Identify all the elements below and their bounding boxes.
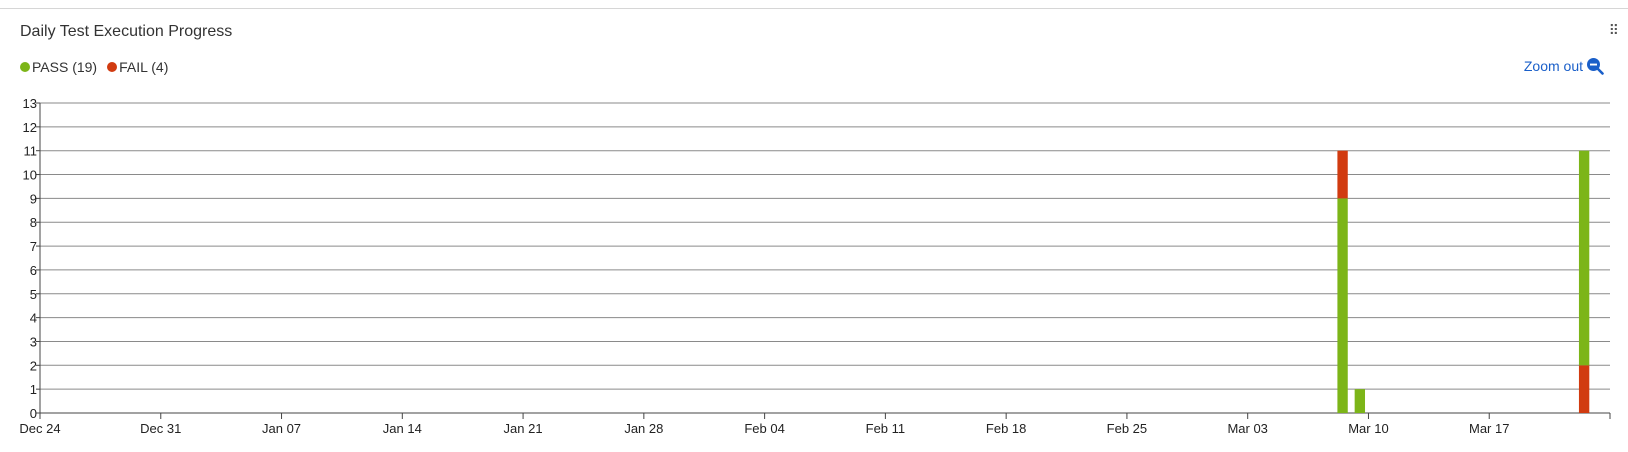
x-tick-label: Mar 03 (1227, 421, 1267, 436)
y-tick-label: 12 (23, 120, 37, 135)
x-tick-label: Jan 14 (383, 421, 422, 436)
panel-top-rule (0, 8, 1628, 9)
bar-pass (1354, 389, 1366, 413)
x-tick-label: Dec 31 (140, 421, 181, 436)
bar-pass (1578, 150, 1590, 366)
x-tick-label: Feb 25 (1107, 421, 1147, 436)
zoom-out-icon (1587, 58, 1604, 75)
x-tick-label: Dec 24 (19, 421, 60, 436)
y-tick-label: 7 (30, 239, 37, 254)
x-tick-label: Jan 07 (262, 421, 301, 436)
legend-item-fail[interactable]: FAIL (4) (107, 59, 168, 75)
y-tick-label: 3 (30, 334, 37, 349)
x-tick-label: Feb 18 (986, 421, 1026, 436)
chart-legend: PASS (19) FAIL (4) (20, 59, 178, 75)
bar-fail (1578, 365, 1590, 413)
y-tick-label: 1 (30, 382, 37, 397)
legend-label-fail: FAIL (4) (119, 59, 169, 75)
x-tick-label: Feb 04 (744, 421, 784, 436)
zoom-out-button[interactable]: Zoom out (1524, 57, 1604, 75)
y-tick-label: 10 (23, 168, 37, 183)
y-tick-label: 4 (30, 311, 37, 326)
drag-handle-icon[interactable]: ⠿ (1608, 22, 1619, 38)
zoom-out-label: Zoom out (1523, 58, 1583, 74)
legend-dot-pass (20, 62, 30, 72)
x-tick-label: Jan 21 (504, 421, 543, 436)
legend-dot-fail (107, 62, 118, 72)
panel-title: Daily Test Execution Progress (20, 23, 233, 40)
bar-pass (1337, 198, 1348, 413)
y-tick-label: 13 (23, 96, 37, 111)
legend-item-pass[interactable]: PASS (19) (20, 59, 97, 75)
y-tick-label: 2 (30, 358, 37, 373)
x-tick-label: Mar 17 (1469, 421, 1509, 436)
bar-fail (1337, 150, 1348, 199)
y-tick-label: 0 (30, 406, 37, 421)
x-tick-label: Feb 11 (866, 421, 906, 436)
y-tick-label: 11 (24, 144, 38, 159)
x-tick-label: Jan 28 (624, 421, 663, 436)
x-tick-label: Mar 10 (1348, 421, 1388, 436)
y-tick-label: 8 (30, 215, 37, 230)
y-tick-label: 6 (30, 263, 37, 278)
y-tick-label: 5 (30, 287, 37, 302)
y-tick-label: 9 (30, 191, 37, 206)
legend-label-pass: PASS (19) (32, 59, 98, 75)
